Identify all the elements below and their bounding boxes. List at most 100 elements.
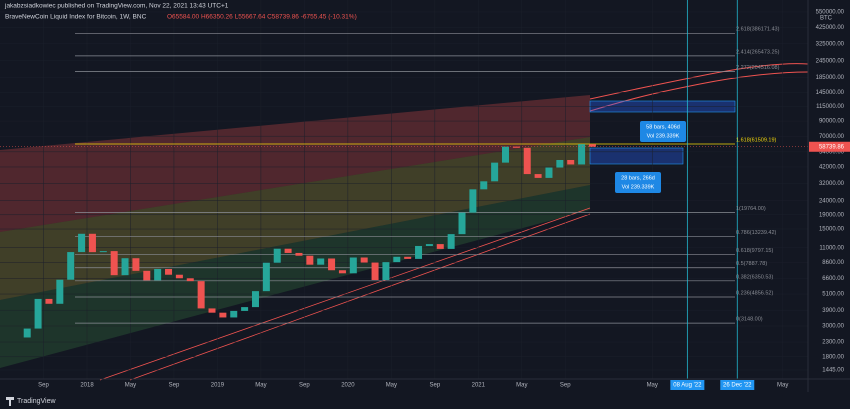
candle: [262, 262, 270, 292]
measure-bars: 58 bars, 406d: [646, 124, 680, 130]
candle: [404, 256, 412, 259]
x-tick-label: May: [386, 383, 397, 389]
y-tick-label: 11000.00: [819, 245, 844, 251]
candle: [208, 308, 216, 313]
candle: [241, 307, 249, 311]
candle: [197, 281, 205, 309]
candle: [523, 147, 531, 175]
candle: [143, 270, 151, 281]
plot: [0, 0, 808, 379]
candle: [349, 257, 357, 274]
y-tick-label: 145000.00: [816, 90, 845, 96]
x-tick-label: May: [647, 383, 658, 389]
fib-label: 0.236(4856.52): [736, 290, 773, 296]
x-tick-label: Sep: [169, 383, 180, 389]
chart-title: BraveNewCoin Liquid Index for Bitcoin, 1…: [5, 14, 147, 21]
y-tick-label: 185000.00: [816, 75, 845, 81]
red-band: [0, 95, 590, 232]
fib-label: 2.414(265473.25): [736, 49, 780, 55]
fib-label: 2.618(386171.43): [736, 27, 780, 33]
y-tick-label: 115000.00: [816, 104, 845, 110]
y-tick-label: 425000.00: [816, 25, 845, 31]
y-tick-label: 245000.00: [816, 58, 845, 64]
x-tick-label: Sep: [429, 383, 440, 389]
y-tick-label: 90000.00: [819, 119, 845, 125]
x-tick-label: Sep: [38, 383, 49, 389]
footer: [0, 393, 850, 409]
candle: [447, 234, 455, 249]
measure-volume: Vol 239.339K: [622, 184, 655, 190]
candle: [328, 258, 336, 271]
candle: [99, 251, 107, 253]
currency: BTC: [820, 16, 833, 22]
date-tag-label: 26 Dec '22: [723, 383, 752, 389]
y-tick-label: 54000.00: [819, 149, 845, 155]
measure-bars: 28 bars, 266d: [621, 175, 655, 181]
candle: [284, 248, 292, 253]
x-tick-label: 2018: [80, 383, 94, 389]
green-band: [0, 185, 590, 368]
candle: [317, 258, 325, 265]
candle: [469, 189, 477, 213]
date-tag: [720, 380, 755, 390]
y-tick-label: 3000.00: [822, 324, 844, 330]
x-tick-label: May: [255, 383, 266, 389]
candle: [56, 279, 64, 304]
x-tick-label: Sep: [299, 383, 310, 389]
x-tick-label: May: [125, 383, 136, 389]
candle: [556, 159, 564, 168]
y-tick-label: 42000.00: [819, 165, 845, 171]
y-tick-label: 15000.00: [819, 227, 845, 233]
measure-label: 58 bars, 406d Vol 239.339K 28 bars, 266d…: [615, 121, 686, 193]
fib-label: 1(19764.00): [736, 206, 766, 212]
measure-box: [589, 147, 684, 165]
y-tick-label: 6600.00: [822, 276, 844, 282]
measure-tag: [615, 172, 661, 193]
x-tick-label: May: [777, 383, 788, 389]
candle: [501, 146, 509, 163]
publisher: jakabzsiadkowiec published on TradingVie…: [4, 3, 229, 10]
yellow-band: [0, 137, 590, 300]
date-tag: [670, 380, 705, 390]
candle: [251, 291, 259, 308]
candle: [545, 167, 553, 178]
candle: [175, 274, 183, 279]
candle: [534, 174, 542, 178]
candle: [165, 268, 173, 275]
date-tag-label: 08 Aug '22: [673, 383, 702, 389]
candle: [415, 245, 423, 259]
y-tick-label: 550000.00: [816, 10, 845, 16]
candle: [371, 262, 379, 280]
curve: [589, 71, 809, 112]
ohlc: O65584.00 H66350.26 L55667.64 C58739.86 …: [167, 14, 357, 21]
fib-label: 1.618(61509.19): [736, 137, 777, 143]
y-tick-label: 8600.00: [822, 260, 844, 266]
fib-label: 0.382(6350.53): [736, 274, 773, 280]
last-price-tag: [809, 141, 850, 152]
candle: [393, 256, 401, 263]
y-tick-label: 5100.00: [822, 292, 844, 298]
x-tick-label: May: [516, 383, 527, 389]
x-tick-label: 2021: [472, 383, 486, 389]
candle: [360, 257, 368, 263]
y-tick-label: 3900.00: [822, 308, 844, 314]
logo: [6, 397, 14, 406]
candle: [132, 258, 140, 271]
footer-brand: TradingView: [17, 398, 56, 405]
candle: [480, 181, 488, 190]
candle: [425, 244, 433, 246]
candle: [338, 270, 346, 274]
y-tick-label: 70000.00: [819, 134, 845, 140]
candle: [78, 233, 86, 253]
fib-label: 0.618(9797.15): [736, 248, 773, 254]
fib-label: 0.786(13239.42): [736, 230, 777, 236]
fib-label: 0.5(7887.78): [736, 261, 767, 267]
candle: [186, 278, 194, 282]
measure-volume: Vol 239.339K: [647, 133, 680, 139]
candle: [436, 244, 444, 249]
y-tick-label: 325000.00: [816, 41, 845, 47]
y-tick-label: 1445.00: [822, 368, 844, 374]
x-tick-label: 2020: [341, 383, 355, 389]
